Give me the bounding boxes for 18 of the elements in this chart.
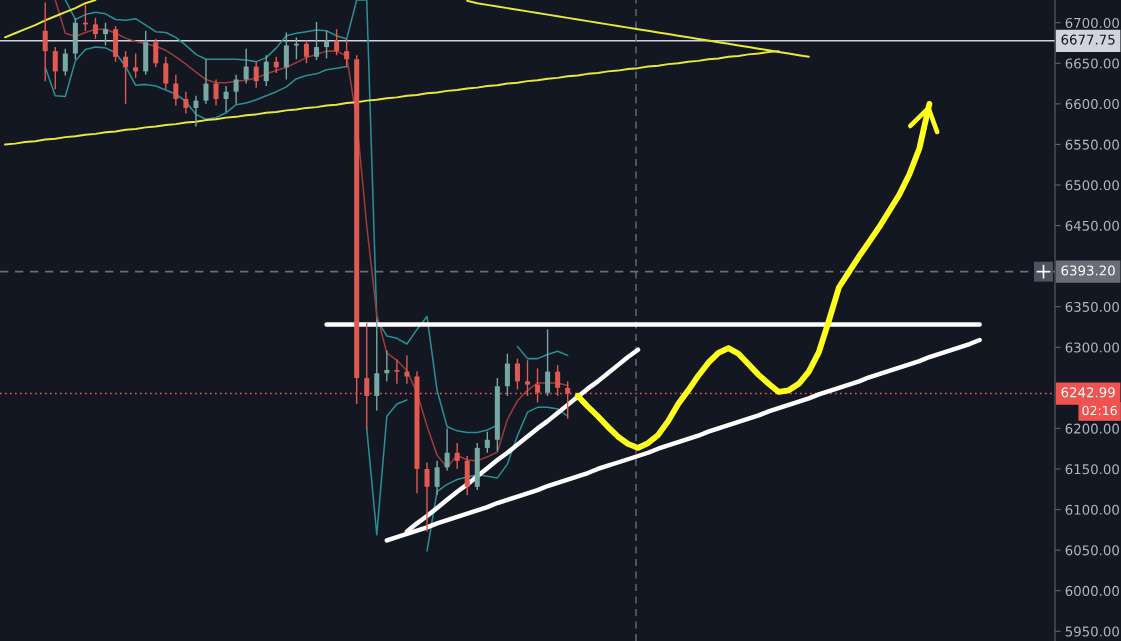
text: 02:16	[1082, 405, 1117, 416]
y-tick-label: 6200.00	[1065, 423, 1119, 434]
y-tick-label: 6100.00	[1065, 504, 1119, 515]
y-tick-label: 6300.00	[1065, 342, 1119, 353]
ref-line-label: 6242.99	[1061, 387, 1115, 398]
y-tick-label: 6050.00	[1065, 545, 1119, 556]
y-tick-label: 6700.00	[1065, 17, 1119, 28]
ref-line-label: 6393.20	[1061, 265, 1115, 276]
y-tick-label: 5950.00	[1065, 626, 1119, 637]
y-tick-label: 6150.00	[1065, 464, 1119, 475]
y-tick-label: 6650.00	[1065, 58, 1119, 69]
y-tick-label: 6000.00	[1065, 585, 1119, 596]
y-tick-label: 6550.00	[1065, 139, 1119, 150]
y-tick-label: 6350.00	[1065, 301, 1119, 312]
y-tick-label: 6600.00	[1065, 99, 1119, 110]
y-tick-label: 6450.00	[1065, 220, 1119, 231]
y-tick-label: 6500.00	[1065, 180, 1119, 191]
ref-line-label: 6677.75	[1061, 34, 1115, 45]
